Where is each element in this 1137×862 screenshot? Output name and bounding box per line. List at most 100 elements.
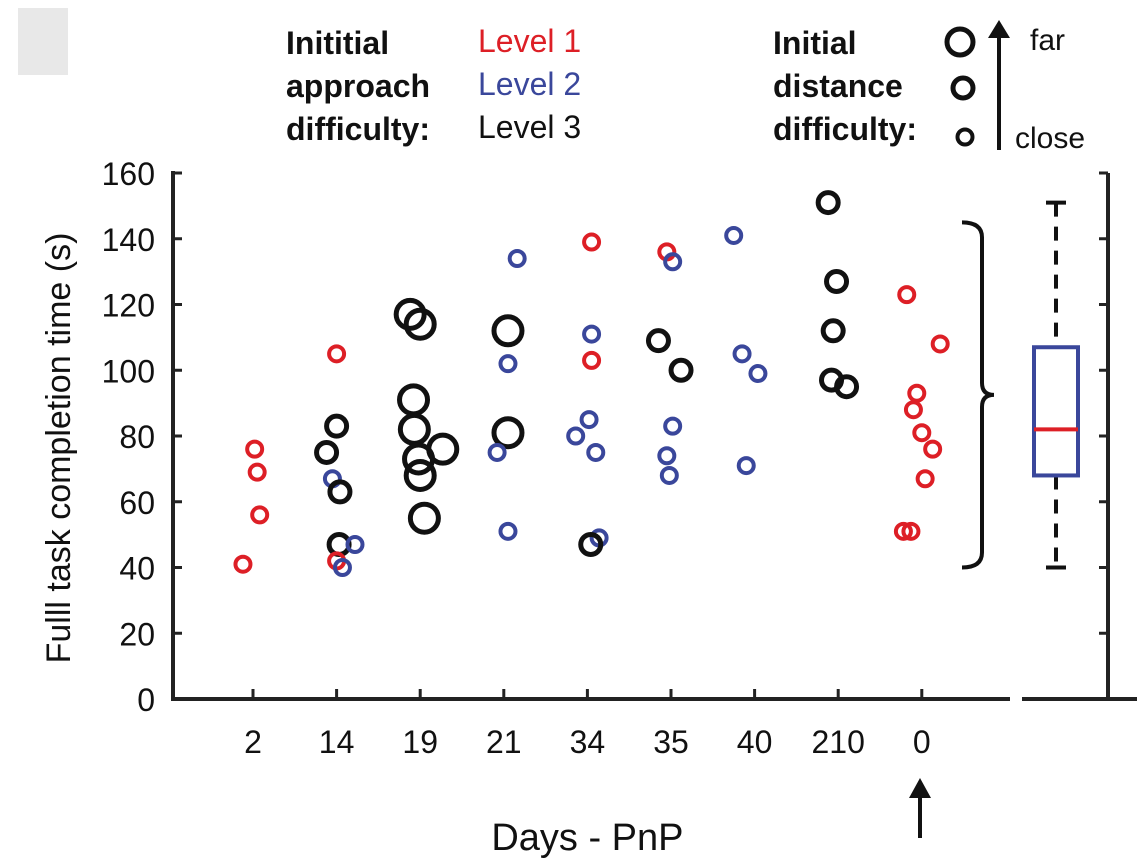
data-point xyxy=(345,534,365,554)
data-point xyxy=(403,307,437,341)
legend-approach-title-2: approach xyxy=(286,68,430,104)
y-tick-label-80: 80 xyxy=(119,419,155,455)
data-point xyxy=(247,462,267,482)
data-point xyxy=(582,324,602,344)
data-point xyxy=(579,410,599,430)
y-tick-label-0: 0 xyxy=(137,682,155,718)
data-point xyxy=(498,354,518,374)
data-point xyxy=(736,456,756,476)
legend-far-label: far xyxy=(1030,24,1065,57)
data-point xyxy=(250,505,270,525)
x-tick-label-14: 14 xyxy=(319,724,355,760)
legend-size-medium-marker xyxy=(950,75,976,101)
legend-distance: Initial distance difficulty: far close xyxy=(773,20,1085,155)
data-point xyxy=(915,469,935,489)
legend-distance-title-3: difficulty: xyxy=(773,111,917,147)
legend-distance-arrowhead xyxy=(988,20,1010,38)
y-tick-label-20: 20 xyxy=(119,616,155,652)
data-point xyxy=(912,423,932,443)
x-tick-label-35: 35 xyxy=(653,724,689,760)
x-tick-label-19: 19 xyxy=(402,724,438,760)
data-point xyxy=(578,531,604,557)
image-placeholder xyxy=(18,8,68,75)
x-tick-label-0: 0 xyxy=(913,724,931,760)
data-point xyxy=(403,458,437,492)
data-point xyxy=(820,318,846,344)
data-point xyxy=(815,190,841,216)
data-point xyxy=(893,521,913,541)
boxplot xyxy=(1022,171,1137,701)
data-point xyxy=(332,558,352,577)
boxplot-box xyxy=(1032,345,1080,478)
data-point xyxy=(402,442,436,476)
data-point xyxy=(327,479,353,505)
data-point xyxy=(659,465,679,485)
data-point xyxy=(487,442,507,462)
data-point xyxy=(327,344,347,364)
annotation-arrow-head xyxy=(909,778,931,798)
data-point xyxy=(903,400,923,420)
legend-level-1: Level 1 xyxy=(478,23,581,59)
x-axis-label: Days - PnP xyxy=(491,817,683,859)
data-point xyxy=(645,328,671,354)
data-point xyxy=(834,374,860,400)
annotation-arrow xyxy=(909,778,931,838)
data-point xyxy=(324,413,350,439)
x-tick-label-40: 40 xyxy=(737,724,773,760)
data-point xyxy=(824,268,850,294)
data-point xyxy=(397,383,431,417)
data-point xyxy=(233,554,253,574)
data-point xyxy=(748,364,768,384)
data-point xyxy=(245,439,265,459)
legend-approach-title-3: difficulty: xyxy=(286,111,430,147)
y-tick-label-140: 140 xyxy=(102,222,155,258)
y-axis-label: Fulll task completion time (s) xyxy=(40,233,78,664)
x-tick-label-2: 2 xyxy=(244,724,262,760)
legend-distance-title-2: distance xyxy=(773,68,903,104)
data-point xyxy=(582,350,602,370)
x-axis-ticks: 2 14 19 21 34 35 40 210 0 xyxy=(244,689,931,760)
data-point xyxy=(393,297,427,331)
data-point xyxy=(901,521,921,541)
data-points xyxy=(233,190,950,577)
data-point xyxy=(663,252,683,272)
data-point xyxy=(923,439,943,459)
legend-level-2: Level 2 xyxy=(478,66,581,102)
data-point xyxy=(586,442,606,462)
data-point xyxy=(724,225,744,245)
y-axis-ticks: 0 20 40 60 80 100 120 140 160 xyxy=(102,156,182,718)
data-point xyxy=(668,357,694,383)
data-point xyxy=(397,412,431,446)
data-point xyxy=(507,248,527,268)
data-point xyxy=(907,383,927,403)
x-tick-label-21: 21 xyxy=(486,724,522,760)
data-point xyxy=(663,416,683,436)
y-tick-label-160: 160 xyxy=(102,156,155,192)
x-tick-label-210: 210 xyxy=(812,724,865,760)
data-point xyxy=(407,501,441,535)
brace-path xyxy=(961,220,995,570)
data-point xyxy=(732,344,752,364)
group-brace xyxy=(961,220,995,570)
legend-size-close-marker xyxy=(955,127,975,147)
data-point xyxy=(897,285,917,305)
data-point xyxy=(491,314,525,348)
y-tick-label-60: 60 xyxy=(119,485,155,521)
y-tick-label-100: 100 xyxy=(102,353,155,389)
data-point xyxy=(930,334,950,354)
data-point xyxy=(566,426,586,446)
legend-approach: Inititial approach difficulty: Level 1 L… xyxy=(286,23,581,147)
x-tick-label-34: 34 xyxy=(570,724,606,760)
legend-size-far-marker xyxy=(944,26,976,58)
y-tick-label-120: 120 xyxy=(102,288,155,324)
data-point xyxy=(498,521,518,541)
legend-distance-title-1: Initial xyxy=(773,25,857,61)
data-point xyxy=(582,232,602,252)
y-tick-label-40: 40 xyxy=(119,551,155,587)
data-point xyxy=(657,446,677,466)
legend-approach-title-1: Inititial xyxy=(286,25,389,61)
legend-close-label: close xyxy=(1015,122,1085,155)
legend-level-3: Level 3 xyxy=(478,109,581,145)
data-point xyxy=(314,439,340,465)
